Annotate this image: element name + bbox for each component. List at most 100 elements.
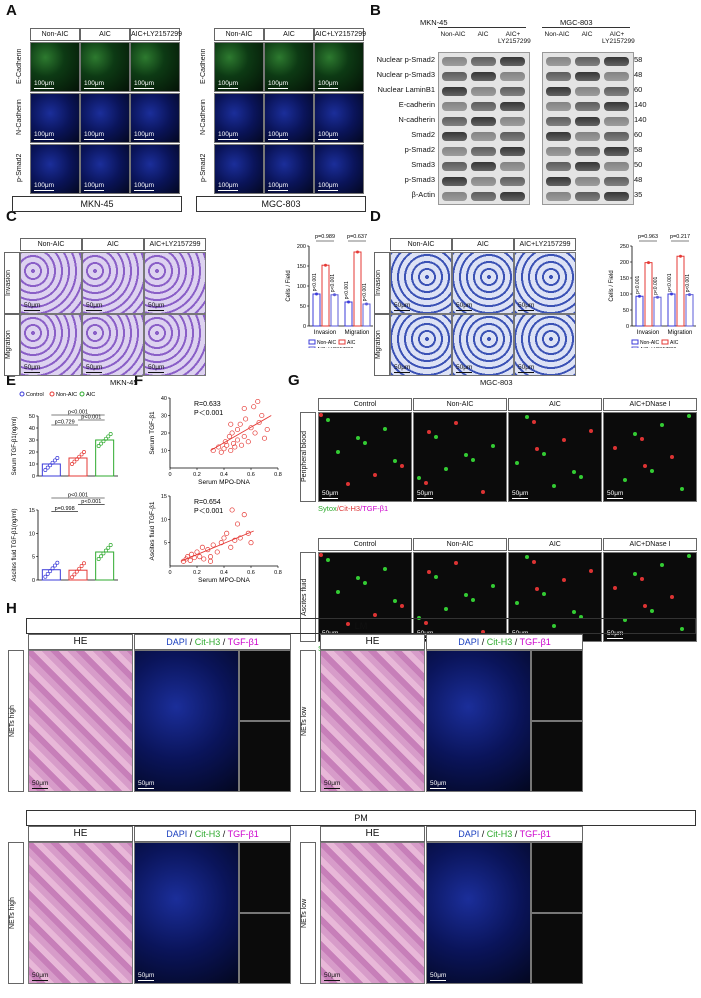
data-point [255,398,261,405]
data-point [241,405,247,412]
tgf-channel-image [531,913,583,984]
p-value: p=0.729 [55,420,75,426]
group-header: Non-AIC [20,238,82,251]
blot-band [500,162,525,171]
blot-band [471,177,496,186]
blot-band [546,72,571,81]
y-tick-label: 200 [620,260,629,266]
legend-label: Non-AIC [317,340,337,346]
y-tick-label: 15 [161,494,167,500]
cit-channel-image [239,650,291,721]
cell-dot [363,581,367,585]
scale-bar: 100μm [84,131,105,140]
data-point [52,458,57,463]
data-point [214,549,220,555]
sep: / [512,637,520,647]
data-point [45,571,50,576]
scale-bar: 100μm [268,80,289,89]
row-label: E-Cadherin [16,48,23,84]
cell-dot [400,464,404,468]
p-value: p=0.998 [55,506,75,512]
panel-h-label: H [6,600,17,617]
row-label: N-Cadherin [200,99,207,135]
data-point [221,446,227,452]
cell-dot [687,414,691,418]
cell-dot [542,452,546,456]
fluorescence-image: 50μm [603,552,697,642]
group-header: AIC [82,238,144,251]
y-tick-label: 10 [161,517,167,523]
p-value-bar: p<0.001 [312,273,318,291]
stat-p: P＜0.001 [194,508,223,515]
blot-band [575,102,600,111]
scale-bar: 100μm [134,182,155,191]
legend-label: AIC [347,340,356,346]
scale-bar: 100μm [218,131,239,140]
scale-bar: 100μm [318,80,339,89]
data-point [638,294,641,298]
ihc-header: DAPI / Cit-H3 / TGF-β1 [426,826,583,842]
panel-a-label: A [6,2,17,19]
x-tick-label: Migration [668,330,693,336]
bar [321,264,330,327]
transwell-image: 50μm [514,314,576,376]
cell-dot [680,487,684,491]
data-point [222,439,228,445]
he-header: HE [28,634,133,650]
micrograph: 100μm [214,144,264,194]
data-point [79,564,84,568]
p-value-bar: p<0.001 [635,276,641,294]
cell-dot [650,469,654,473]
panel-e-ascites-chart: 0 5 10 15 Ascites fluid TGF-β1(ng/ml) p=0.998… [12,493,118,584]
y-tick-label: 50 [300,304,306,310]
p-value: p<0.001 [68,410,88,416]
data-point [82,561,86,566]
blot-band [500,57,525,66]
cell-dot [393,599,397,603]
blot-row-label: Nuclear LaminB1 [377,85,435,94]
scale-bar: 50μm [324,972,341,981]
stat-r: R=0.654 [194,499,221,506]
tgf-channel-image [239,721,291,792]
y-tick-label: 250 [620,244,629,250]
cell-dot [660,423,664,427]
ihc-merged-image: 50μm [426,842,531,984]
data-point [72,459,77,464]
blot-band [442,102,467,111]
group-header: AIC [508,538,602,551]
cit-channel-image [239,842,291,913]
x-tick-label: 0 [168,472,171,478]
cell-dot [434,435,438,439]
cell-dot [373,613,377,617]
x-tick-label: 0.6 [247,570,255,576]
scale-bar: 50μm [324,780,341,789]
data-point [48,463,53,468]
micrograph: 100μm [214,93,264,143]
panel-f-label: F [134,372,144,389]
group-header: AIC+LY2157299 [144,238,206,251]
data-point [77,566,82,571]
group-header: AIC+LY2157299 [514,238,576,251]
p-value-top: p=0.989 [315,234,335,240]
blot-band [471,72,496,81]
blot-band [575,57,600,66]
stain-tgf: /TGF-β1 [360,504,389,513]
blot-band [604,87,629,96]
blot-row-label: Nuclear p-Smad3 [376,70,435,79]
scale-bar: 50μm [394,302,411,311]
transwell-image: 50μm [390,252,452,314]
group-header: Control [318,398,412,411]
p-value-bar: p<0.001 [344,281,350,299]
scale-bar: 50μm [512,490,529,499]
blot-band [575,177,600,186]
row-label: NETs high [8,650,24,792]
legend-swatch [631,346,639,348]
p-value-bar: p<0.001 [685,274,691,292]
y-tick-label: 100 [620,292,629,298]
lane-label: AIC [581,31,593,38]
x-tick-label: 0.4 [220,472,228,478]
transwell-image: 50μm [452,252,514,314]
group-header: AIC+LY2157299 [130,28,182,41]
cell-dot [562,438,566,442]
cell-dot [464,453,468,457]
